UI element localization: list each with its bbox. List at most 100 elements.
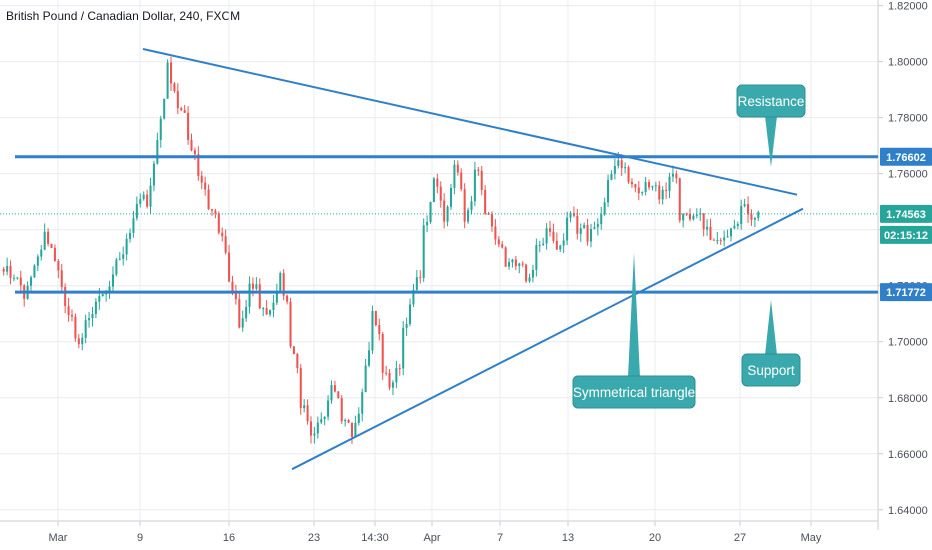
price-tick-label-1: 1.80000 <box>888 57 928 69</box>
candle-body <box>504 247 507 267</box>
candle-body <box>733 225 736 229</box>
candle-body <box>159 118 162 140</box>
candle-body <box>176 91 179 109</box>
candle-body <box>671 173 674 177</box>
candle-body <box>118 258 121 260</box>
candle-body <box>368 350 371 366</box>
candle-body <box>193 150 196 155</box>
candle-body <box>262 308 265 310</box>
candle-body <box>258 284 261 309</box>
candle-body <box>419 277 422 279</box>
candle-body <box>289 301 292 347</box>
candle-body <box>548 228 552 232</box>
candle-body <box>224 236 227 253</box>
candle-body <box>473 169 476 202</box>
candle-body <box>88 318 91 321</box>
candle-body <box>173 83 176 92</box>
candle-body <box>743 204 746 207</box>
candle-body <box>709 226 712 240</box>
time-tick-label-8: 20 <box>649 532 661 544</box>
candle-body <box>470 201 473 211</box>
candle-body <box>43 231 46 250</box>
candle-body <box>453 164 456 188</box>
candle-body <box>620 160 623 169</box>
candle-body <box>579 228 582 234</box>
candle-body <box>163 98 166 119</box>
candle-body <box>398 368 401 370</box>
candle-body <box>449 187 453 207</box>
candle-body <box>538 244 541 246</box>
candle-body <box>637 187 640 194</box>
candle-body <box>699 213 702 215</box>
candle-body <box>429 202 432 222</box>
candle-body <box>487 213 490 215</box>
candle-body <box>415 277 418 290</box>
support-callout-label: Support <box>747 363 795 378</box>
candle-body <box>665 189 668 191</box>
candle-body <box>47 231 50 244</box>
candle-body <box>19 277 22 286</box>
candle-body <box>525 264 528 282</box>
candle-body <box>316 422 319 434</box>
candle-body <box>234 291 237 300</box>
candle-body <box>583 225 586 229</box>
candle-body <box>432 178 435 203</box>
candle-body <box>726 236 729 238</box>
candle-body <box>514 259 517 267</box>
candle-body <box>402 327 405 369</box>
countdown-tag: 02:15:12 <box>884 230 928 242</box>
candle-body <box>228 252 231 282</box>
candle-body <box>357 413 360 423</box>
chart-title: British Pound / Canadian Dollar, 240, FX… <box>6 9 241 23</box>
candle-body <box>70 315 74 317</box>
price-tick-label-7: 1.68000 <box>888 393 928 405</box>
candle-body <box>16 277 19 279</box>
candle-body <box>279 273 282 292</box>
candle-body <box>463 189 466 222</box>
candle-body <box>535 244 538 270</box>
time-tick-label-1: 9 <box>137 532 143 544</box>
candle-body <box>67 306 70 316</box>
triangle-callout-pointer <box>628 253 640 377</box>
candle-body <box>719 240 722 242</box>
candle-body <box>576 215 579 234</box>
candle-body <box>275 291 278 303</box>
candle-body <box>408 304 412 324</box>
candle-body <box>627 167 630 182</box>
candle-body <box>586 225 589 242</box>
candle-body <box>286 295 289 302</box>
candle-body <box>320 419 323 423</box>
candle-body <box>98 296 101 302</box>
candle-body <box>371 311 374 351</box>
price-tick-label-2: 1.78000 <box>888 113 928 125</box>
candle-body <box>511 259 514 263</box>
resistance-callout-label: Resistance <box>738 94 805 109</box>
candle-body <box>40 249 43 257</box>
candle-body <box>630 181 633 185</box>
candle-body <box>651 186 654 188</box>
price-tick-label-0: 1.82000 <box>888 1 928 13</box>
candle-body <box>9 266 12 278</box>
candle-body <box>747 204 750 215</box>
price-axis-panel <box>878 0 932 550</box>
candle-body <box>361 392 364 414</box>
candle-body <box>426 221 429 226</box>
candle-body <box>309 421 313 436</box>
candle-body <box>648 182 651 188</box>
candle-body <box>53 247 56 261</box>
candle-body <box>436 178 439 187</box>
candle-body <box>716 240 719 242</box>
candle-body <box>296 353 299 369</box>
countdown-tag-bg <box>880 225 932 244</box>
candle-body <box>545 228 548 244</box>
candle-body <box>272 302 275 311</box>
candle-body <box>617 160 620 166</box>
support-price-tag: 1.71772 <box>886 287 926 299</box>
candle-body <box>641 192 644 194</box>
candle-body <box>84 320 87 338</box>
candle-body <box>668 176 671 191</box>
candle-body <box>422 225 425 279</box>
candle-body <box>405 323 408 328</box>
candle-body <box>381 334 384 373</box>
